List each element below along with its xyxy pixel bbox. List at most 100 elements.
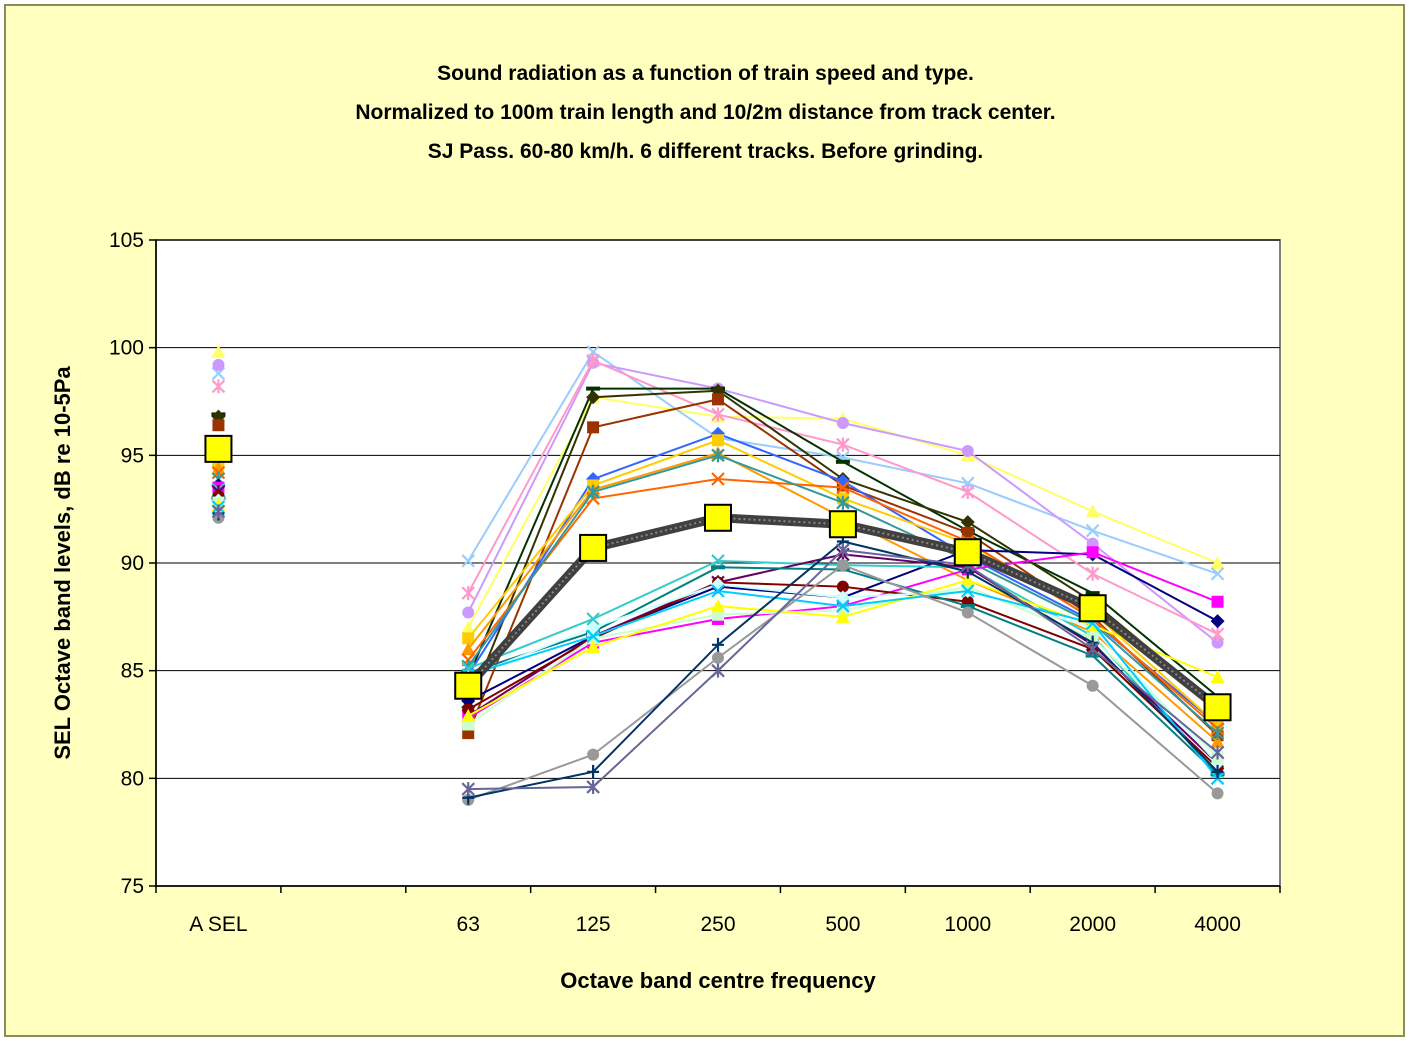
mean-square-marker xyxy=(953,538,982,567)
x-tick-label: 1000 xyxy=(944,913,991,936)
diamond-marker xyxy=(586,620,601,635)
y-tick-label: 85 xyxy=(121,660,144,683)
y-tick-label: 100 xyxy=(109,337,144,360)
diamond-marker xyxy=(1210,614,1225,629)
x-marker xyxy=(711,584,725,598)
circle-marker xyxy=(712,651,724,664)
square-marker xyxy=(712,434,724,447)
star-marker xyxy=(1210,726,1225,741)
y-tick-label: 75 xyxy=(121,875,144,898)
star-marker xyxy=(836,495,850,510)
square-marker xyxy=(1086,546,1099,559)
y-tick-label: 80 xyxy=(121,767,144,790)
x-marker xyxy=(836,599,850,613)
circle-marker xyxy=(836,417,849,430)
star-marker xyxy=(211,504,226,519)
x-marker xyxy=(961,584,975,598)
series-23 xyxy=(212,511,1224,806)
plus-marker xyxy=(587,764,600,779)
x-marker xyxy=(586,629,600,643)
star-marker xyxy=(836,543,850,558)
star-marker xyxy=(1210,745,1225,760)
x-tick-label: 250 xyxy=(700,913,735,936)
dash-marker xyxy=(711,565,725,570)
square-marker xyxy=(212,419,225,432)
y-tick-label: 105 xyxy=(109,229,144,252)
circle-marker xyxy=(961,606,974,619)
star-marker xyxy=(211,379,226,394)
triangle-marker xyxy=(1210,734,1225,748)
triangle-marker xyxy=(1210,556,1225,569)
circle-marker xyxy=(836,580,849,593)
x-marker xyxy=(211,366,226,381)
x-marker xyxy=(586,612,600,626)
gridlines xyxy=(156,239,1280,779)
chart-title-line-2: Normalized to 100m train length and 10/2… xyxy=(355,101,1056,124)
x-tick-label: 63 xyxy=(457,913,480,936)
mean-square-marker xyxy=(1078,594,1107,623)
x-tick-label: 2000 xyxy=(1069,913,1116,936)
circle-marker xyxy=(961,445,974,458)
star-marker xyxy=(461,782,475,797)
star-marker xyxy=(1085,642,1100,657)
diamond-marker xyxy=(586,390,601,405)
x-marker xyxy=(461,554,475,568)
x-marker xyxy=(711,554,725,568)
star-marker xyxy=(586,484,600,499)
triangle-marker xyxy=(835,609,850,623)
chart-title-line-3: SJ Pass. 60-80 km/h. 6 different tracks.… xyxy=(427,140,984,163)
star-marker xyxy=(1085,566,1100,581)
triangle-marker xyxy=(211,344,226,358)
plus-marker xyxy=(1211,764,1224,779)
series-4 xyxy=(211,353,1225,642)
square-marker xyxy=(961,526,974,539)
dash-marker xyxy=(586,386,601,391)
circle-marker xyxy=(1211,636,1224,649)
star-marker xyxy=(1210,627,1225,642)
x-marker xyxy=(711,472,725,486)
mean-square-marker xyxy=(204,434,233,463)
star-marker xyxy=(711,407,725,422)
mean-square-marker xyxy=(1203,693,1232,722)
circle-marker xyxy=(836,559,849,572)
circle-marker xyxy=(1086,679,1099,692)
star-marker xyxy=(586,353,600,368)
circle-marker xyxy=(587,748,600,761)
x-tick-label: 500 xyxy=(825,913,860,936)
triangle-marker xyxy=(1210,670,1225,684)
triangle-marker xyxy=(461,620,476,634)
y-tick-label: 95 xyxy=(121,444,144,467)
square-marker xyxy=(462,632,475,645)
x-marker xyxy=(836,480,850,495)
plus-marker xyxy=(712,637,724,652)
triangle-marker xyxy=(1085,504,1100,518)
axes: 75 80 85 90 95 100 105 A SEL 63 125 250 500 1000 2000… xyxy=(109,229,1281,936)
star-marker xyxy=(586,779,600,794)
diamond-marker xyxy=(960,515,975,530)
diamond-marker xyxy=(835,590,850,605)
star-marker xyxy=(461,586,475,601)
dash-marker xyxy=(835,459,850,464)
triangle-marker xyxy=(586,639,601,653)
square-marker xyxy=(712,393,724,406)
triangle-marker xyxy=(960,573,975,587)
star-marker xyxy=(711,663,725,678)
y-tick-label: 90 xyxy=(121,552,144,575)
x-axis-title: Octave band centre frequency xyxy=(560,968,876,993)
triangle-marker xyxy=(211,461,226,475)
circle-marker xyxy=(212,358,225,371)
y-axis-title: SEL Octave band levels, dB re 10-5Pa xyxy=(50,366,75,760)
mean-square-marker xyxy=(828,510,857,539)
x-marker xyxy=(1085,523,1100,538)
triangle-marker xyxy=(711,599,725,613)
circle-marker xyxy=(462,606,475,619)
circle-marker xyxy=(1211,787,1224,800)
square-marker xyxy=(587,421,600,434)
star-marker xyxy=(836,437,850,452)
x-tick-label: A SEL xyxy=(189,913,247,936)
mean-square-marker xyxy=(579,533,608,562)
triangle-marker xyxy=(461,708,476,722)
mean-square-marker xyxy=(704,503,732,532)
triangle-marker xyxy=(461,642,476,656)
mean-square-marker xyxy=(454,671,483,700)
